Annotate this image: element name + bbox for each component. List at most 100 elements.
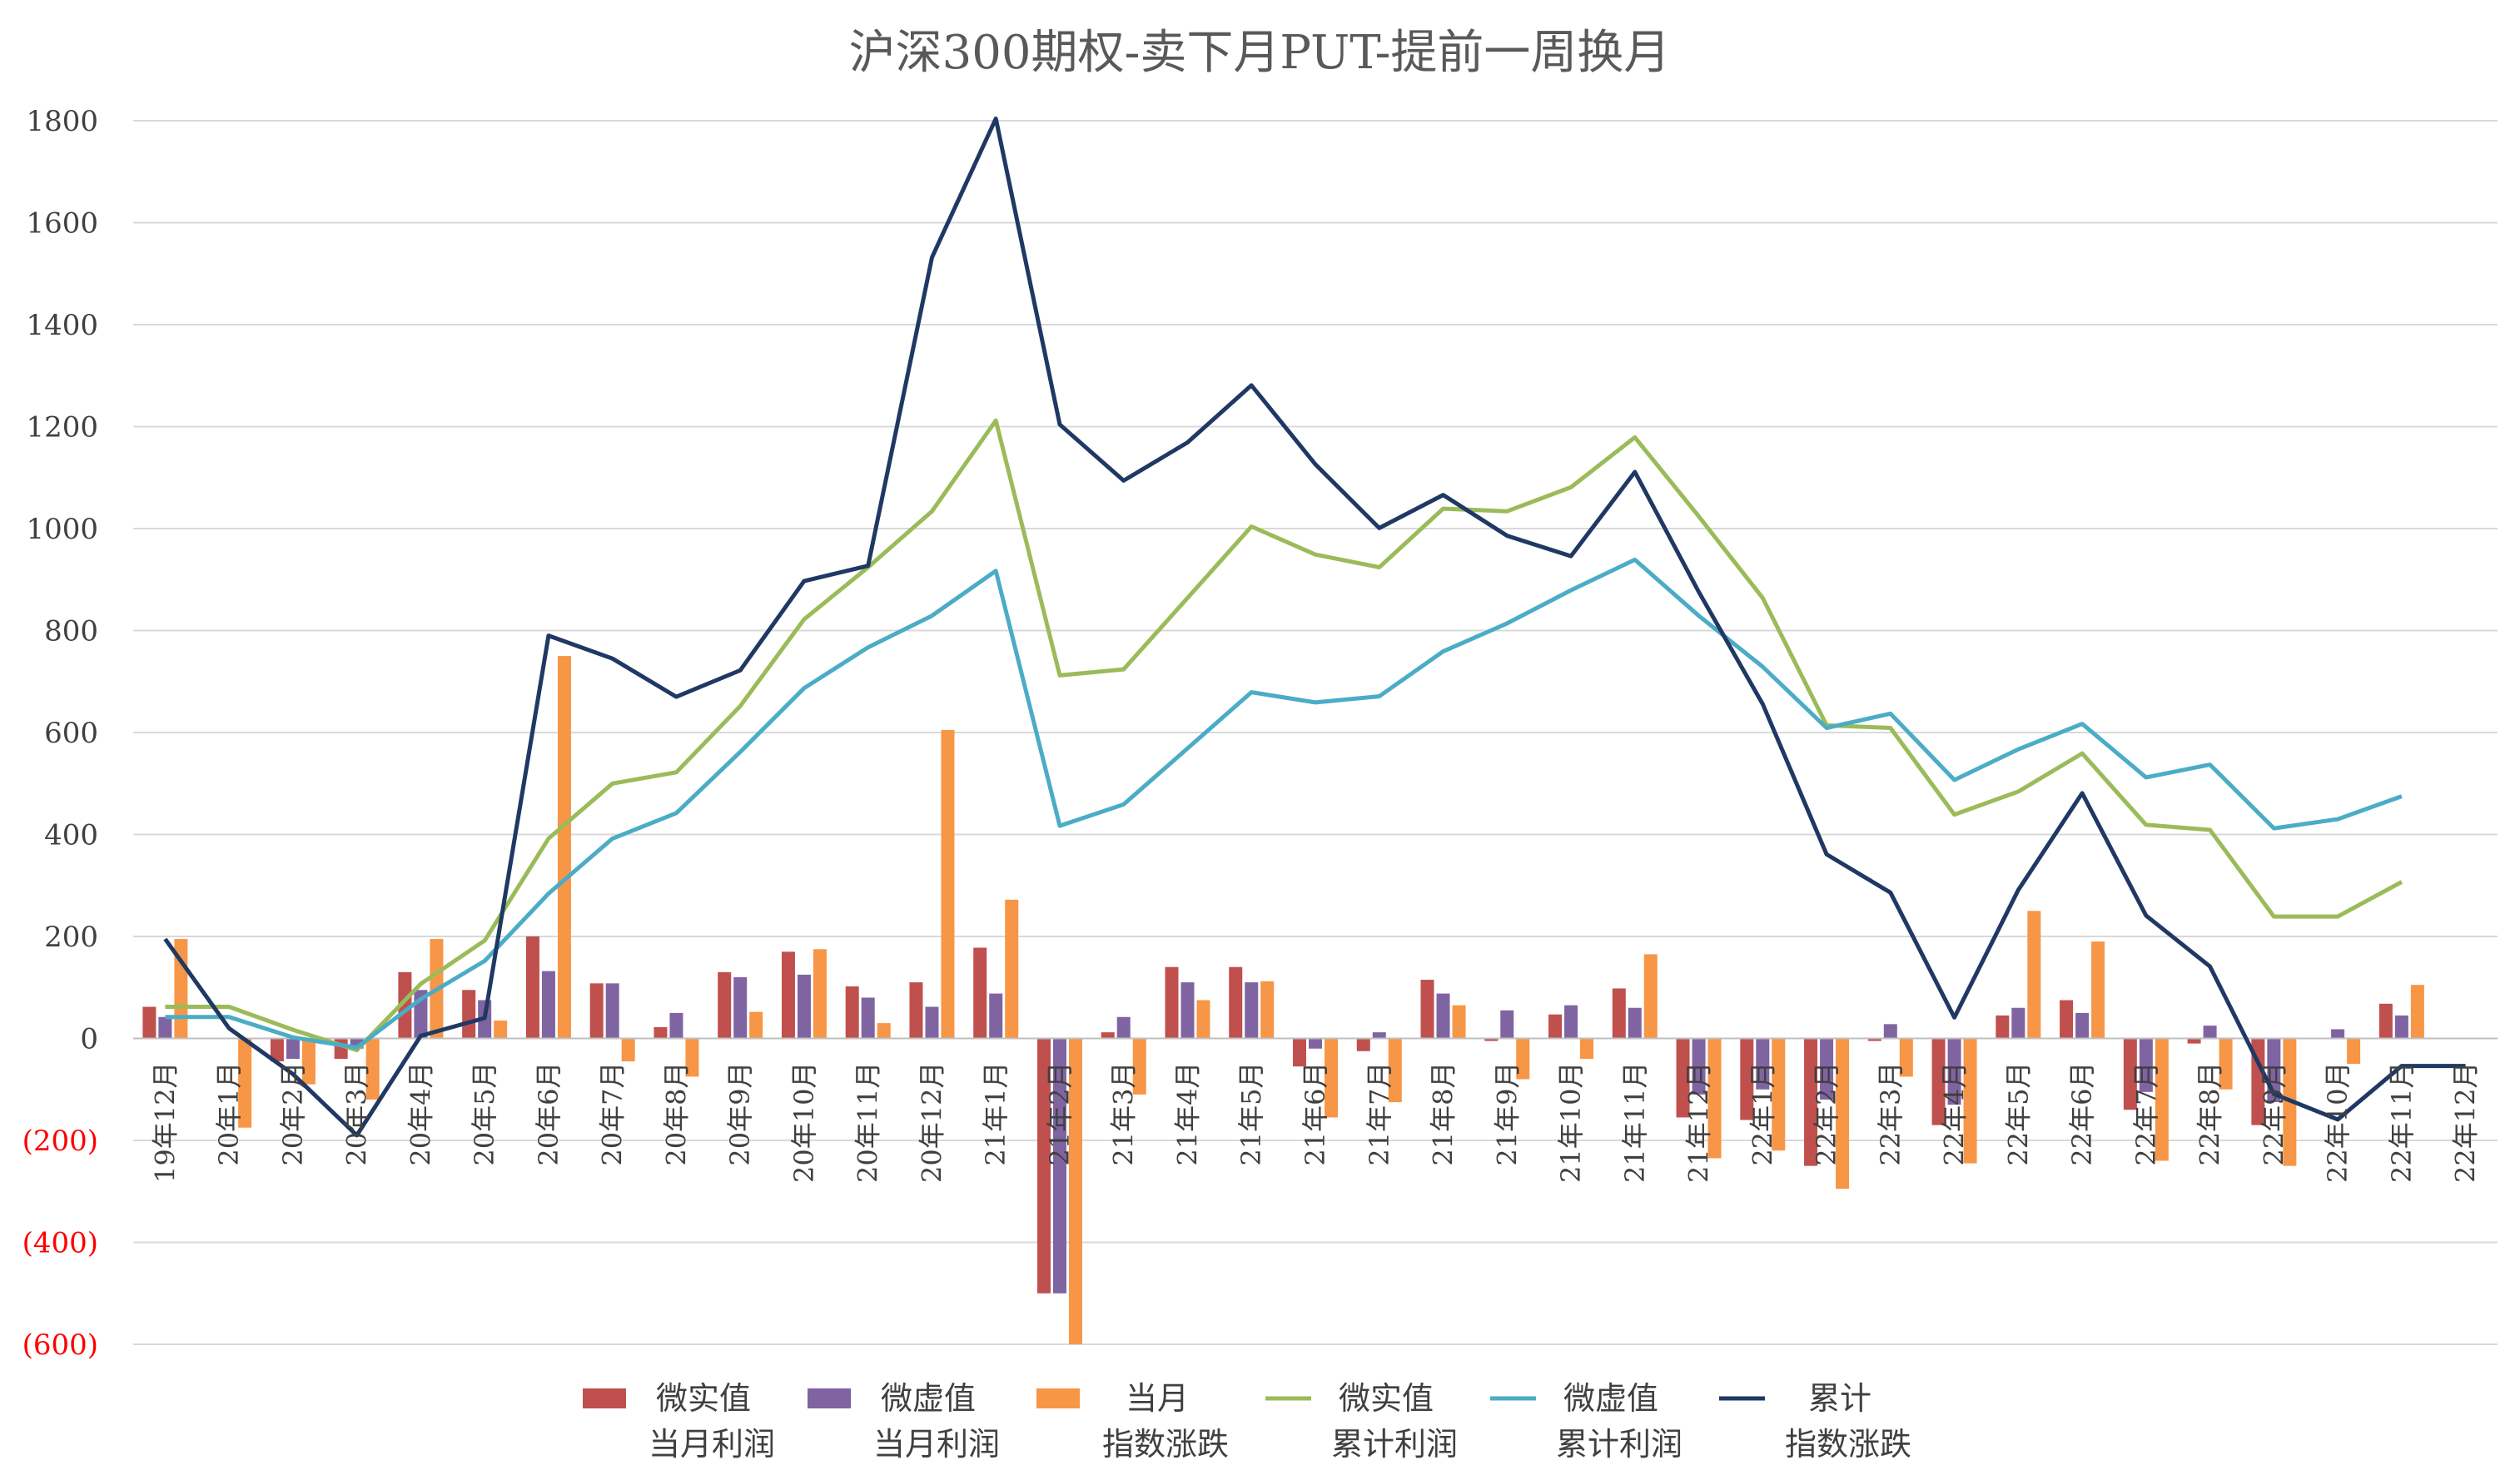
x-tick-label: 21年8月 — [1428, 1062, 1459, 1166]
line-series — [163, 117, 2466, 1138]
bar — [1005, 899, 1019, 1039]
legend-label: 当月 — [1126, 1380, 1189, 1417]
bar — [685, 1038, 699, 1077]
bar — [1245, 982, 1259, 1039]
bar — [1500, 1010, 1514, 1039]
bar — [2187, 1038, 2201, 1044]
bar — [2378, 1003, 2393, 1039]
x-tick-label: 20年2月 — [277, 1062, 309, 1166]
x-tick-label: 21年9月 — [1491, 1062, 1523, 1166]
legend-label: 微实值 — [656, 1380, 751, 1417]
bar — [1165, 966, 1179, 1039]
x-tick-label: 22年1月 — [1747, 1062, 1778, 1166]
legend-label: 指数涨跌 — [1785, 1426, 1911, 1463]
bar — [941, 729, 955, 1039]
x-tick-label: 22年5月 — [2002, 1062, 2034, 1166]
y-tick-label: 1000 — [26, 513, 98, 546]
legend-label: 微虚值 — [1563, 1380, 1658, 1417]
bar — [1772, 1038, 1786, 1151]
bar — [462, 990, 476, 1039]
y-tick-label: 200 — [44, 921, 98, 954]
legend-swatch — [808, 1388, 851, 1408]
bar — [1309, 1038, 1322, 1049]
legend-label: 累计利润 — [1331, 1426, 1458, 1463]
x-tick-label: 22年4月 — [1939, 1062, 1971, 1166]
bar — [2091, 941, 2105, 1039]
bar — [2123, 1038, 2137, 1110]
bar — [541, 971, 555, 1039]
x-tick-label: 22年10月 — [2322, 1062, 2353, 1183]
bar — [1996, 1015, 2010, 1039]
bar — [1548, 1014, 1563, 1039]
bar — [1883, 1024, 1897, 1039]
x-tick-label: 19年12月 — [149, 1062, 181, 1183]
bar — [1132, 1038, 1146, 1095]
bar — [1804, 1038, 1818, 1166]
bar — [1899, 1038, 1913, 1077]
bar — [2075, 1012, 2090, 1039]
y-tick-label: 0 — [80, 1023, 98, 1056]
bar — [1963, 1038, 1977, 1164]
bar — [861, 997, 875, 1039]
bar — [845, 986, 859, 1039]
bar — [1740, 1038, 1754, 1120]
bar — [718, 971, 732, 1039]
bar — [733, 977, 748, 1039]
bar — [1692, 1038, 1706, 1095]
bar — [669, 1012, 683, 1039]
x-tick-label: 22年7月 — [2130, 1062, 2162, 1166]
chart-title: 沪深300期权-卖下月PUT-提前一周换月 — [849, 26, 1671, 80]
bar — [270, 1038, 284, 1062]
y-axis-ticks: (600) (400) (200) 0 200 400 600 800 1000 1200 1400… — [22, 105, 98, 1362]
bar — [1612, 988, 1626, 1039]
bar — [1867, 1038, 1881, 1041]
gridlines — [133, 120, 2498, 1345]
bar — [1052, 1038, 1066, 1294]
bar — [2347, 1038, 2361, 1065]
bar — [1372, 1032, 1386, 1039]
x-tick-label: 22年8月 — [2194, 1062, 2226, 1166]
bar — [398, 971, 412, 1039]
bar — [1388, 1038, 1402, 1103]
legend-label: 当月利润 — [649, 1426, 775, 1463]
x-tick-label: 21年11月 — [1619, 1061, 1651, 1182]
bar — [1293, 1038, 1306, 1067]
bar — [142, 1006, 157, 1039]
bar — [2219, 1038, 2233, 1090]
x-tick-label: 20年9月 — [724, 1062, 756, 1166]
y-tick-label: 400 — [44, 819, 98, 852]
bar — [1116, 1016, 1131, 1039]
y-tick-label: (400) — [22, 1227, 98, 1260]
bar — [1452, 1005, 1466, 1039]
bar — [797, 974, 811, 1039]
bar — [605, 983, 619, 1039]
bar — [365, 1038, 380, 1100]
bar — [2394, 1015, 2408, 1039]
x-tick-label: 20年3月 — [341, 1062, 373, 1166]
x-tick-label: 21年4月 — [1171, 1062, 1203, 1166]
x-tick-label: 22年3月 — [1875, 1062, 1906, 1166]
bar — [158, 1016, 172, 1039]
bar — [877, 1023, 891, 1039]
bar — [654, 1027, 668, 1039]
x-tick-label: 20年11月 — [852, 1062, 884, 1183]
bar — [1260, 981, 1275, 1039]
legend-label: 当月利润 — [873, 1426, 1000, 1463]
bar — [1484, 1038, 1499, 1041]
x-tick-label: 21年10月 — [1555, 1062, 1587, 1183]
y-tick-label: 1400 — [26, 309, 98, 342]
bar — [1036, 1038, 1051, 1294]
y-tick-label: 1200 — [26, 411, 98, 444]
x-tick-label: 20年10月 — [788, 1062, 820, 1183]
bar — [1101, 1032, 1115, 1039]
y-tick-label: (600) — [22, 1328, 98, 1362]
bar — [909, 982, 923, 1039]
bar — [2331, 1029, 2345, 1039]
bar — [1356, 1038, 1370, 1051]
bar — [1947, 1038, 1961, 1105]
x-tick-label: 21年2月 — [1044, 1062, 1076, 1166]
x-tick-label: 21年5月 — [1235, 1062, 1267, 1166]
